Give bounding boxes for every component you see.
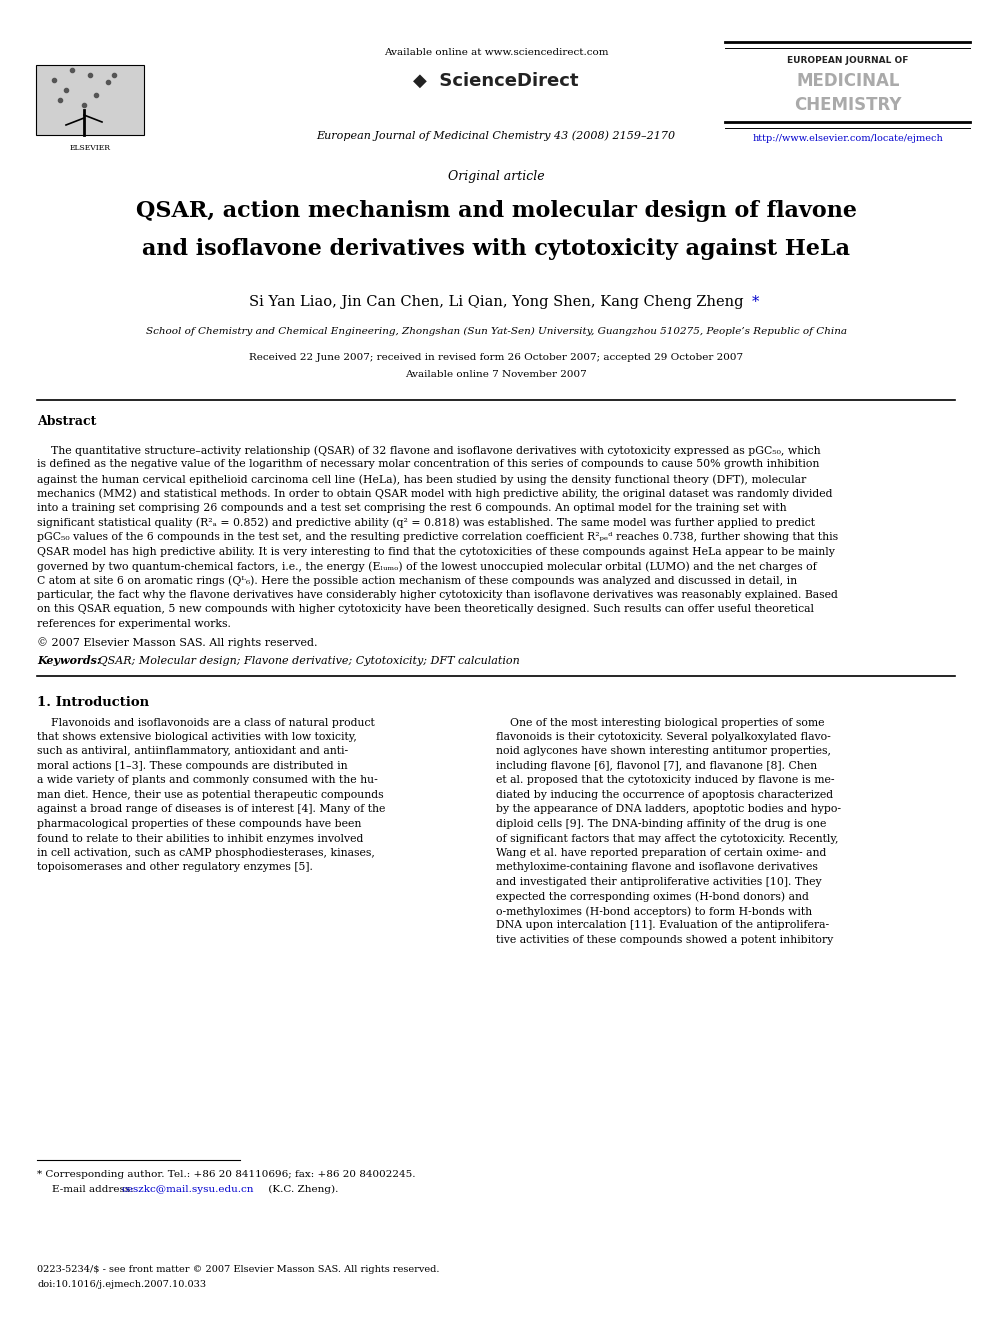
Text: School of Chemistry and Chemical Engineering, Zhongshan (Sun Yat-Sen) University: School of Chemistry and Chemical Enginee… — [146, 327, 846, 336]
Text: that shows extensive biological activities with low toxicity,: that shows extensive biological activiti… — [37, 732, 357, 742]
Text: diated by inducing the occurrence of apoptosis characterized: diated by inducing the occurrence of apo… — [496, 790, 833, 800]
Text: in cell activation, such as cAMP phosphodiesterases, kinases,: in cell activation, such as cAMP phospho… — [37, 848, 375, 859]
Text: noid aglycones have shown interesting antitumor properties,: noid aglycones have shown interesting an… — [496, 746, 831, 757]
Text: is defined as the negative value of the logarithm of necessary molar concentrati: is defined as the negative value of the … — [37, 459, 819, 470]
Text: http://www.elsevier.com/locate/ejmech: http://www.elsevier.com/locate/ejmech — [753, 134, 943, 143]
Text: and isoflavone derivatives with cytotoxicity against HeLa: and isoflavone derivatives with cytotoxi… — [142, 238, 850, 261]
Text: by the appearance of DNA ladders, apoptotic bodies and hypo-: by the appearance of DNA ladders, apopto… — [496, 804, 841, 815]
Text: Abstract: Abstract — [37, 415, 96, 429]
Text: against the human cervical epithelioid carcinoma cell line (HeLa), has been stud: against the human cervical epithelioid c… — [37, 474, 806, 484]
Text: ceszkc@mail.sysu.edu.cn: ceszkc@mail.sysu.edu.cn — [122, 1185, 255, 1193]
Text: QSAR; Molecular design; Flavone derivative; Cytotoxicity; DFT calculation: QSAR; Molecular design; Flavone derivati… — [95, 655, 520, 665]
Text: The quantitative structure–activity relationship (QSAR) of 32 flavone and isofla: The quantitative structure–activity rela… — [37, 445, 820, 455]
Text: Flavonoids and isoflavonoids are a class of natural product: Flavonoids and isoflavonoids are a class… — [37, 717, 375, 728]
Text: 1. Introduction: 1. Introduction — [37, 696, 149, 709]
Text: One of the most interesting biological properties of some: One of the most interesting biological p… — [496, 717, 824, 728]
Text: et al. proposed that the cytotoxicity induced by flavone is me-: et al. proposed that the cytotoxicity in… — [496, 775, 834, 786]
Text: MEDICINAL: MEDICINAL — [797, 71, 900, 90]
Text: EUROPEAN JOURNAL OF: EUROPEAN JOURNAL OF — [788, 56, 909, 65]
Text: C atom at site 6 on aromatic rings (Qᴸ₆). Here the possible action mechanism of : C atom at site 6 on aromatic rings (Qᴸ₆)… — [37, 576, 798, 586]
Text: found to relate to their abilities to inhibit enzymes involved: found to relate to their abilities to in… — [37, 833, 363, 844]
Text: European Journal of Medicinal Chemistry 43 (2008) 2159–2170: European Journal of Medicinal Chemistry … — [316, 130, 676, 140]
Text: of significant factors that may affect the cytotoxicity. Recently,: of significant factors that may affect t… — [496, 833, 838, 844]
Text: man diet. Hence, their use as potential therapeutic compounds: man diet. Hence, their use as potential … — [37, 790, 384, 800]
Text: DNA upon intercalation [11]. Evaluation of the antiprolifera-: DNA upon intercalation [11]. Evaluation … — [496, 921, 829, 930]
Text: ELSEVIER: ELSEVIER — [69, 144, 110, 152]
Text: doi:10.1016/j.ejmech.2007.10.033: doi:10.1016/j.ejmech.2007.10.033 — [37, 1279, 206, 1289]
Text: (K.C. Zheng).: (K.C. Zheng). — [265, 1185, 338, 1195]
Text: and investigated their antiproliferative activities [10]. They: and investigated their antiproliferative… — [496, 877, 821, 886]
Text: flavonoids is their cytotoxicity. Several polyalkoxylated flavo-: flavonoids is their cytotoxicity. Severa… — [496, 732, 830, 742]
Text: E-mail address:: E-mail address: — [52, 1185, 137, 1193]
Text: a wide variety of plants and commonly consumed with the hu-: a wide variety of plants and commonly co… — [37, 775, 378, 786]
Text: tive activities of these compounds showed a potent inhibitory: tive activities of these compounds showe… — [496, 935, 833, 945]
Text: QSAR, action mechanism and molecular design of flavone: QSAR, action mechanism and molecular des… — [136, 200, 856, 222]
Text: particular, the fact why the flavone derivatives have considerably higher cytoto: particular, the fact why the flavone der… — [37, 590, 838, 601]
Bar — [36, 65, 144, 135]
Text: Received 22 June 2007; received in revised form 26 October 2007; accepted 29 Oct: Received 22 June 2007; received in revis… — [249, 353, 743, 363]
Text: © 2007 Elsevier Masson SAS. All rights reserved.: © 2007 Elsevier Masson SAS. All rights r… — [37, 638, 317, 648]
Text: Wang et al. have reported preparation of certain oxime- and: Wang et al. have reported preparation of… — [496, 848, 826, 859]
Text: QSAR model has high predictive ability. It is very interesting to find that the : QSAR model has high predictive ability. … — [37, 546, 835, 557]
Text: expected the corresponding oximes (H-bond donors) and: expected the corresponding oximes (H-bon… — [496, 892, 808, 902]
Text: o-methyloximes (H-bond acceptors) to form H-bonds with: o-methyloximes (H-bond acceptors) to for… — [496, 906, 812, 917]
Text: including flavone [6], flavonol [7], and flavanone [8]. Chen: including flavone [6], flavonol [7], and… — [496, 761, 817, 771]
Text: into a training set comprising 26 compounds and a test set comprising the rest 6: into a training set comprising 26 compou… — [37, 503, 787, 513]
Text: 0223-5234/$ - see front matter © 2007 Elsevier Masson SAS. All rights reserved.: 0223-5234/$ - see front matter © 2007 El… — [37, 1265, 439, 1274]
Text: *: * — [752, 295, 759, 310]
Text: governed by two quantum-chemical factors, i.e., the energy (Eₗᵤₘₒ) of the lowest: governed by two quantum-chemical factors… — [37, 561, 816, 572]
Text: pharmacological properties of these compounds have been: pharmacological properties of these comp… — [37, 819, 361, 830]
Text: significant statistical quality (R²ₐ = 0.852) and predictive ability (q² = 0.818: significant statistical quality (R²ₐ = 0… — [37, 517, 815, 528]
Text: pGC₅₀ values of the 6 compounds in the test set, and the resulting predictive co: pGC₅₀ values of the 6 compounds in the t… — [37, 532, 838, 542]
Text: Available online at www.sciencedirect.com: Available online at www.sciencedirect.co… — [384, 48, 608, 57]
Text: Available online 7 November 2007: Available online 7 November 2007 — [405, 370, 587, 378]
Text: ◆  ScienceDirect: ◆ ScienceDirect — [414, 71, 578, 90]
Text: moral actions [1–3]. These compounds are distributed in: moral actions [1–3]. These compounds are… — [37, 761, 347, 771]
Text: diploid cells [9]. The DNA-binding affinity of the drug is one: diploid cells [9]. The DNA-binding affin… — [496, 819, 826, 830]
Text: CHEMISTRY: CHEMISTRY — [795, 97, 902, 114]
Text: references for experimental works.: references for experimental works. — [37, 619, 231, 628]
Text: mechanics (MM2) and statistical methods. In order to obtain QSAR model with high: mechanics (MM2) and statistical methods.… — [37, 488, 832, 499]
Text: * Corresponding author. Tel.: +86 20 84110696; fax: +86 20 84002245.: * Corresponding author. Tel.: +86 20 841… — [37, 1170, 416, 1179]
Text: Keywords:: Keywords: — [37, 655, 101, 667]
Text: on this QSAR equation, 5 new compounds with higher cytotoxicity have been theore: on this QSAR equation, 5 new compounds w… — [37, 605, 814, 614]
Text: Original article: Original article — [447, 169, 545, 183]
Text: such as antiviral, antiinflammatory, antioxidant and anti-: such as antiviral, antiinflammatory, ant… — [37, 746, 348, 757]
Text: against a broad range of diseases is of interest [4]. Many of the: against a broad range of diseases is of … — [37, 804, 385, 815]
Text: Si Yan Liao, Jin Can Chen, Li Qian, Yong Shen, Kang Cheng Zheng: Si Yan Liao, Jin Can Chen, Li Qian, Yong… — [249, 295, 743, 310]
Text: methyloxime-containing flavone and isoflavone derivatives: methyloxime-containing flavone and isofl… — [496, 863, 817, 872]
Text: topoisomerases and other regulatory enzymes [5].: topoisomerases and other regulatory enzy… — [37, 863, 312, 872]
